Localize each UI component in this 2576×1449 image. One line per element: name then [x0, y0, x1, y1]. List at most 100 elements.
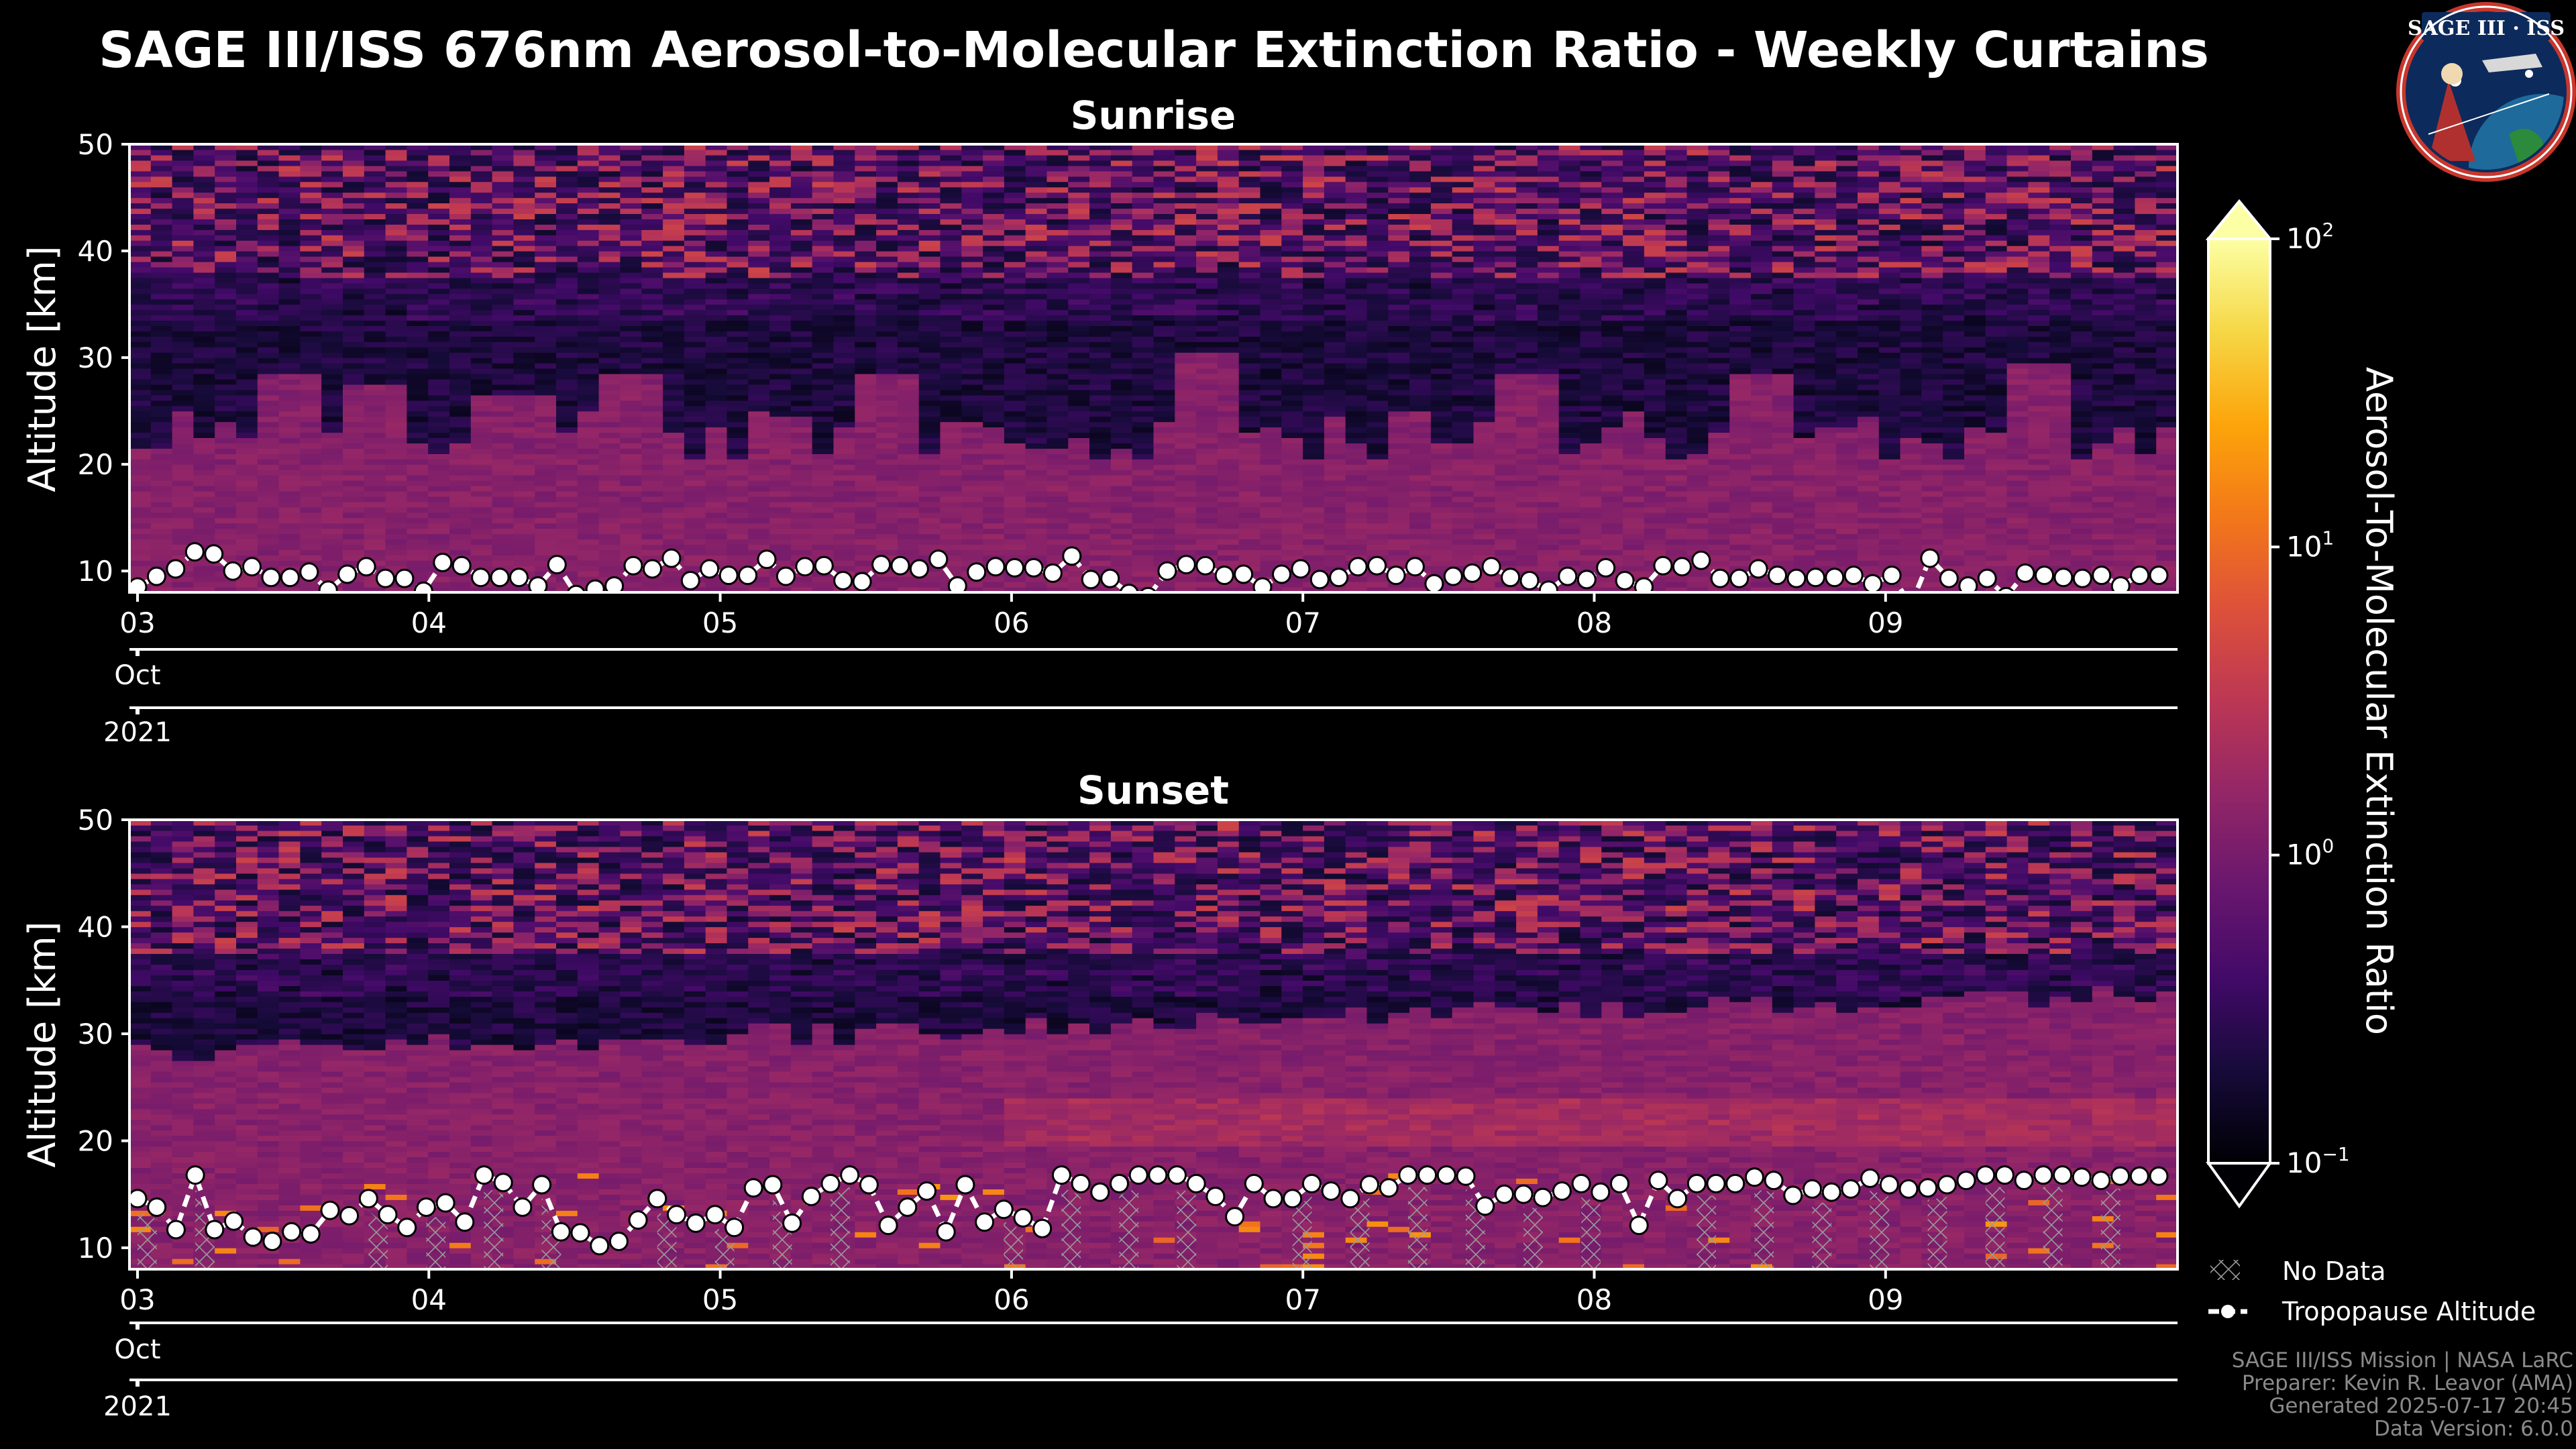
curtain-cell: [1238, 347, 1261, 353]
curtain-cell: [300, 411, 322, 417]
curtain-cell: [790, 208, 813, 214]
curtain-cell: [1068, 299, 1090, 305]
curtain-cell: [1260, 421, 1282, 428]
curtain-cell: [1046, 299, 1069, 305]
curtain-cell: [940, 197, 962, 204]
curtain-cell: [940, 176, 962, 182]
curtain-cell: [257, 256, 280, 262]
curtain-cell: [449, 539, 472, 545]
curtain-cell: [983, 150, 1005, 156]
curtain-cell: [1366, 363, 1389, 369]
curtain-cell: [1260, 517, 1282, 524]
curtain-cell: [428, 331, 450, 337]
curtain-cell: [961, 490, 983, 497]
curtain-cell: [727, 181, 749, 188]
curtain-cell: [1110, 154, 1133, 161]
curtain-cell: [1089, 160, 1112, 166]
curtain-cell: [1217, 165, 1240, 172]
curtain-cell: [449, 251, 472, 257]
curtain-cell: [1175, 315, 1197, 321]
curtain-cell: [1238, 400, 1261, 407]
curtain-cell: [1110, 432, 1133, 438]
curtain-cell: [876, 219, 898, 225]
curtain-cell: [300, 347, 322, 353]
curtain-cell: [449, 490, 472, 497]
curtain-cell: [855, 464, 877, 470]
curtain-cell: [1303, 378, 1325, 385]
curtain-cell: [343, 582, 365, 588]
curtain-cell: [449, 459, 472, 465]
curtain-cell: [215, 240, 237, 246]
curtain-cell: [1153, 293, 1175, 300]
curtain-cell: [556, 150, 578, 156]
curtain-cell: [556, 266, 578, 273]
curtain-cell: [577, 347, 600, 353]
curtain-cell: [1281, 224, 1303, 230]
curtain-cell: [1175, 496, 1197, 502]
curtain-cell: [1217, 352, 1240, 358]
curtain-cell: [727, 203, 749, 209]
curtain-cell: [1004, 496, 1026, 502]
curtain-cell: [684, 443, 706, 449]
curtain-cell: [1260, 453, 1282, 460]
curtain-cell: [684, 325, 706, 331]
curtain-cell: [193, 262, 215, 268]
curtain-cell: [897, 523, 920, 529]
curtain-cell: [1175, 186, 1197, 193]
curtain-cell: [1175, 192, 1197, 199]
curtain-cell: [1110, 320, 1133, 326]
curtain-cell: [641, 378, 663, 385]
curtain-cell: [1110, 539, 1133, 545]
curtain-cell: [1004, 400, 1026, 407]
curtain-cell: [1238, 517, 1261, 524]
curtain-cell: [748, 192, 770, 199]
curtain-cell: [833, 176, 855, 182]
curtain-cell: [193, 272, 215, 278]
curtain-cell: [1324, 181, 1346, 188]
curtain-cell: [790, 389, 813, 396]
curtain-cell: [983, 154, 1005, 161]
curtain-cell: [598, 496, 621, 502]
curtain-cell: [1089, 486, 1112, 492]
curtain-cell: [449, 421, 472, 428]
curtain-cell: [855, 336, 877, 342]
curtain-cell: [1110, 453, 1133, 460]
curtain-cell: [172, 165, 194, 172]
curtain-cell: [598, 517, 621, 524]
curtain-cell: [343, 374, 365, 380]
curtain-cell: [513, 176, 535, 182]
curtain-cell: [1260, 475, 1282, 481]
curtain-cell: [129, 443, 152, 449]
curtain-cell: [727, 235, 749, 241]
curtain-cell: [535, 512, 557, 519]
curtain-cell: [641, 363, 663, 369]
curtain-cell: [535, 213, 557, 219]
curtain-cell: [535, 282, 557, 289]
curtain-cell: [1004, 336, 1026, 342]
curtain-cell: [193, 544, 215, 550]
curtain-cell: [300, 405, 322, 412]
curtain-cell: [150, 368, 173, 374]
curtain-cell: [918, 533, 941, 540]
curtain-cell: [470, 262, 493, 268]
curtain-cell: [833, 304, 855, 311]
curtain-cell: [748, 486, 770, 492]
curtain-cell: [641, 246, 663, 252]
curtain-cell: [1068, 459, 1090, 465]
curtain-cell: [769, 363, 792, 369]
curtain-cell: [1110, 363, 1133, 369]
curtain-cell: [1175, 320, 1197, 326]
curtain-cell: [1281, 197, 1303, 204]
curtain-cell: [790, 533, 813, 540]
curtain-cell: [150, 427, 173, 433]
curtain-cell: [1217, 582, 1240, 588]
curtain-cell: [278, 480, 301, 486]
curtain-cell: [343, 160, 365, 166]
curtain-cell: [193, 459, 215, 465]
curtain-cell: [236, 256, 258, 262]
curtain-cell: [407, 506, 429, 513]
curtain-cell: [940, 246, 962, 252]
curtain-cell: [598, 501, 621, 508]
curtain-cell: [1217, 358, 1240, 364]
curtain-cell: [748, 320, 770, 326]
